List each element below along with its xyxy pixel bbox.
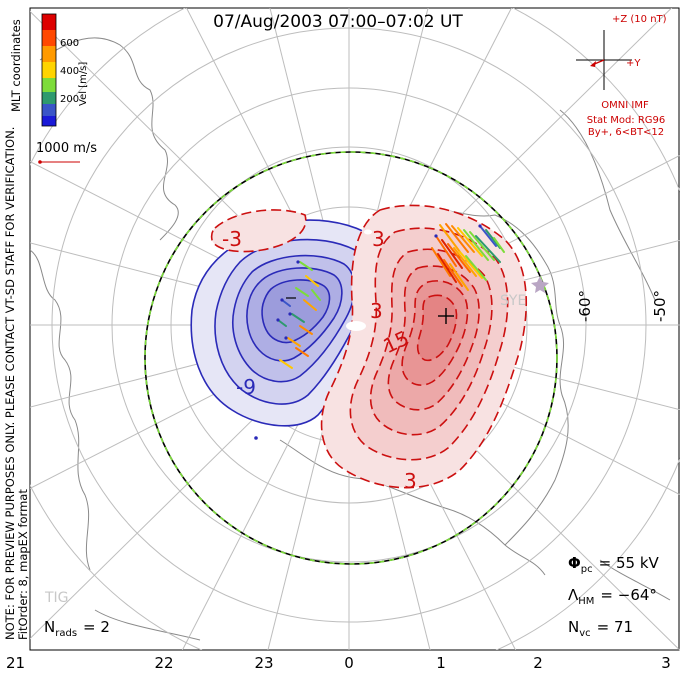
- colorbar-tick-600: 600: [60, 38, 79, 49]
- svg-text:Nrads= 2: Nrads = 2: [44, 618, 110, 639]
- n-vc-stat: Nvc = 71: [568, 618, 633, 639]
- mlt-hour-2: 2: [533, 654, 543, 672]
- latitude-label-50: -50°: [651, 290, 669, 322]
- colorbar-label: Vel [m/s]: [78, 62, 89, 106]
- plot-title: 07/Aug/2003 07:00–07:02 UT: [213, 12, 463, 32]
- mlt-hour-0: 0: [344, 654, 354, 672]
- svg-text:ΛHM= −64°: ΛHM = −64°: [568, 586, 657, 607]
- mlt-coordinates-label: MLT coordinates: [9, 19, 23, 112]
- imf-by-label: +Y: [626, 58, 641, 69]
- scale-vector: [38, 160, 80, 164]
- center-gap-2: [364, 229, 372, 235]
- svg-text:Nvc= 71: Nvc = 71: [568, 618, 633, 639]
- n-rads-stat: Nrads = 2: [44, 618, 110, 639]
- lambda-hm-stat: ΛHM = −64°: [568, 586, 657, 607]
- velocity-vectors: [277, 223, 505, 369]
- contour-label-pos-3-mid: 3: [370, 299, 383, 323]
- negative-potential-cell: [190, 219, 387, 427]
- mlt-hour-22: 22: [154, 654, 173, 672]
- vector-origins: [254, 224, 482, 440]
- station-label-tig: TIG: [44, 590, 69, 606]
- station-label-sye: SYE: [500, 293, 526, 309]
- contour-label-neg-3: -3: [222, 227, 242, 251]
- imf-dial: [576, 30, 632, 90]
- colorbar-tick-200: 200: [60, 94, 79, 105]
- station-star-icon: [531, 276, 549, 293]
- potential-max-marker: [438, 308, 454, 324]
- imf-omni-label: OMNI IMF: [601, 100, 649, 111]
- fit-order-note: FitOrder: 8, mapEX format: [16, 489, 30, 640]
- mlt-hour-3: 3: [661, 654, 671, 672]
- colorbar-tick-400: 400: [60, 66, 79, 77]
- heppner-maynard-boundary-dash: [144, 151, 558, 565]
- stat-mod-label: Stat Mod: RG96: [587, 115, 666, 126]
- scale-vector-label: 1000 m/s: [36, 141, 97, 156]
- center-gap: [346, 321, 366, 331]
- mlt-hour-21: 21: [6, 654, 25, 672]
- mlt-hour-1: 1: [436, 654, 446, 672]
- phi-pc-stat: Φpc = 55 kV: [568, 554, 660, 575]
- contour-label-pos-3-top: 3: [372, 227, 385, 251]
- contour-label-neg-9: -9: [236, 375, 256, 399]
- mlt-hour-23: 23: [254, 654, 273, 672]
- svg-text:Φpc= 55 kV: Φpc = 55 kV: [568, 554, 660, 575]
- contour-label-pos-3-bottom: 3: [404, 469, 417, 493]
- preview-note: NOTE: FOR PREVIEW PURPOSES ONLY. PLEASE …: [3, 127, 17, 640]
- latitude-label-60: -60°: [576, 290, 594, 322]
- imf-bz-label: +Z (10 nT): [612, 14, 667, 25]
- velocity-colorbar: [41, 13, 57, 127]
- by-condition-label: By+, 6<BT<12: [588, 127, 664, 138]
